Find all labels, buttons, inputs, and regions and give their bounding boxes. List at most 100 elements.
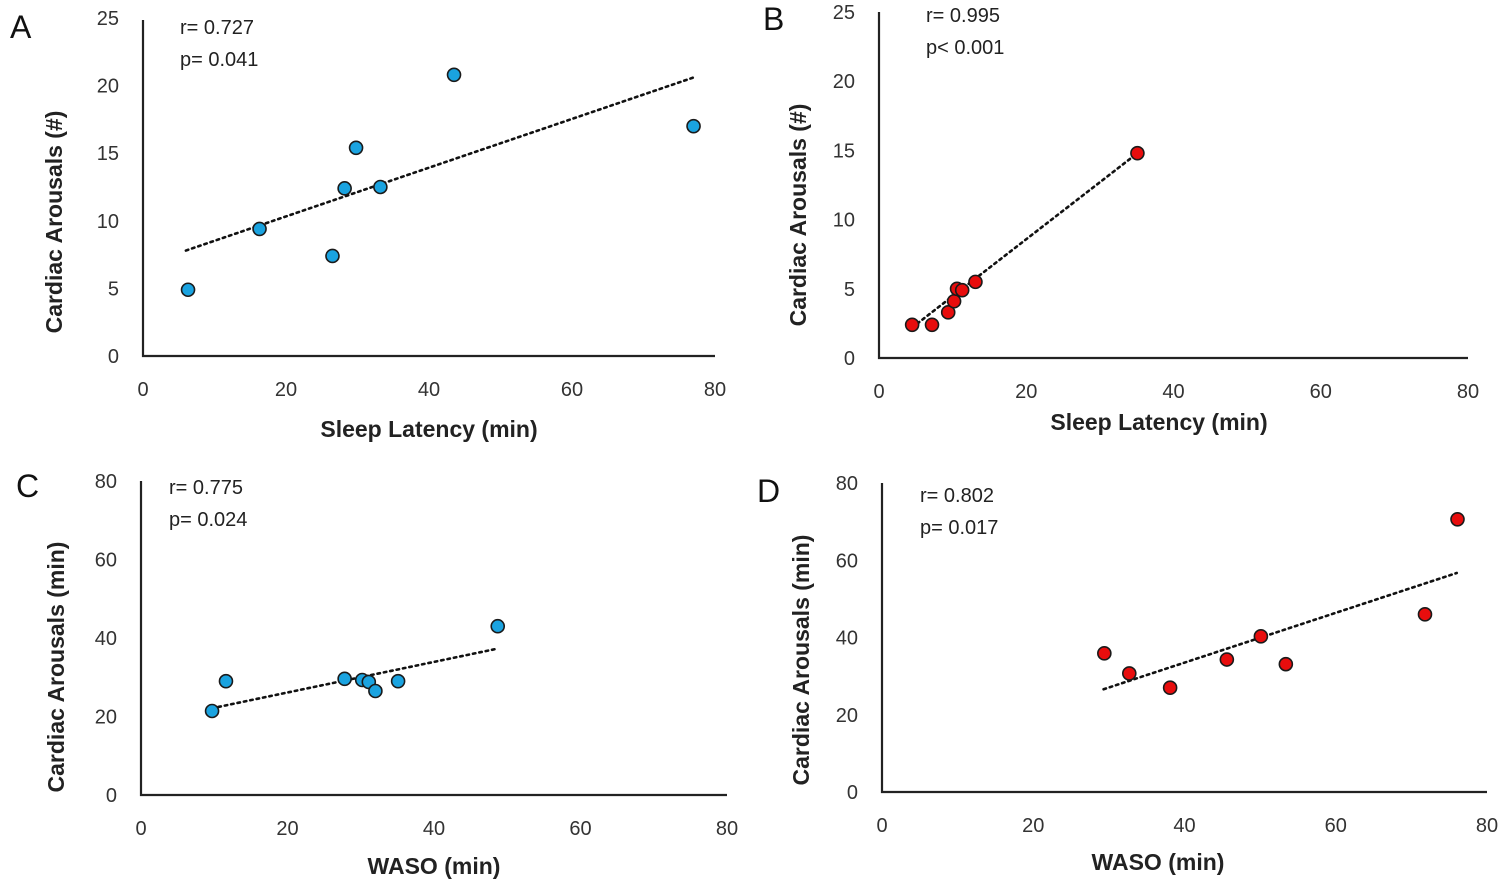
y-tick-label: 15 [97, 143, 119, 165]
y-tick-label: 25 [833, 2, 855, 24]
y-tick-label: 60 [836, 550, 858, 572]
data-point [1121, 666, 1137, 681]
data-point [924, 317, 940, 333]
y-axis-label: Cardiac Arousals (#) [785, 104, 811, 327]
y-tick-label: 5 [108, 278, 119, 300]
trendline [184, 76, 695, 252]
y-tick-label: 80 [95, 471, 117, 493]
panel-letter: A [10, 9, 32, 45]
data-point [325, 248, 340, 264]
x-tick-label: 0 [137, 379, 148, 401]
r-value-annotation: r= 0.727 [180, 17, 254, 39]
data-point [1162, 680, 1178, 696]
data-point [940, 305, 956, 320]
data-point [1253, 629, 1269, 644]
x-tick-label: 80 [1476, 815, 1498, 837]
x-tick-label: 0 [876, 815, 887, 837]
panel-letter: C [16, 468, 39, 504]
y-axis-label: Cardiac Arousals (min) [788, 535, 814, 786]
data-point [390, 673, 406, 689]
x-tick-label: 60 [1325, 815, 1347, 837]
y-tick-label: 0 [106, 785, 117, 807]
data-point [1097, 646, 1112, 661]
y-tick-label: 80 [836, 473, 858, 495]
r-value-annotation: r= 0.995 [926, 5, 1000, 27]
x-tick-label: 80 [1457, 381, 1479, 403]
data-point [373, 179, 388, 195]
x-axis-label: WASO (min) [1092, 849, 1225, 875]
y-tick-label: 20 [833, 71, 855, 93]
y-tick-label: 0 [847, 782, 858, 804]
data-point [337, 671, 352, 687]
data-point [204, 703, 220, 719]
x-tick-label: 60 [569, 818, 591, 840]
x-tick-label: 40 [418, 379, 440, 401]
data-point [904, 317, 920, 333]
data-point [1278, 656, 1294, 672]
x-tick-label: 20 [1022, 815, 1044, 837]
panel-letter: B [763, 1, 784, 37]
y-tick-label: 0 [108, 346, 119, 368]
x-axis-label: WASO (min) [368, 853, 501, 879]
data-point [180, 282, 196, 298]
x-tick-label: 0 [873, 381, 884, 403]
y-tick-label: 25 [97, 8, 119, 30]
data-point [954, 282, 970, 298]
panel-c: C 0 20 40 60 80 0 20 40 60 80 WASO (min) Cardiac Aro… [16, 468, 738, 879]
data-point [368, 683, 383, 699]
axes [141, 20, 715, 358]
r-value-annotation: r= 0.802 [920, 485, 994, 507]
x-axis-label: Sleep Latency (min) [320, 416, 537, 442]
y-tick-label: 40 [836, 628, 858, 650]
y-tick-label: 40 [95, 628, 117, 650]
data-point [968, 274, 983, 290]
panel-d: D 0 20 40 60 80 0 20 40 60 80 WASO (min) Cardiac Aro… [757, 473, 1498, 875]
p-value-annotation: p= 0.017 [920, 517, 998, 539]
y-tick-label: 10 [833, 210, 855, 232]
x-tick-label: 80 [704, 379, 726, 401]
y-tick-label: 20 [97, 76, 119, 98]
panel-a: A 0 5 10 15 20 25 0 20 40 60 80 Sleep Latency (min) C… [10, 8, 726, 442]
axes [139, 481, 727, 797]
x-axis-label: Sleep Latency (min) [1050, 409, 1267, 435]
p-value-annotation: p= 0.024 [169, 509, 247, 531]
y-axis-label: Cardiac Arousals (#) [41, 111, 67, 334]
y-tick-label: 20 [95, 707, 117, 729]
axes [877, 12, 1468, 360]
x-tick-label: 80 [716, 818, 738, 840]
data-point [252, 221, 267, 237]
trendline [210, 647, 500, 710]
y-tick-label: 20 [836, 705, 858, 727]
y-tick-label: 60 [95, 550, 117, 572]
data-point [1219, 652, 1235, 667]
panel-letter: D [757, 473, 780, 509]
x-tick-label: 20 [275, 379, 297, 401]
x-tick-label: 40 [423, 818, 445, 840]
x-tick-label: 20 [1015, 381, 1037, 403]
data-point [946, 293, 962, 309]
trendline [910, 151, 1139, 329]
data-point [348, 140, 364, 156]
p-value-annotation: p< 0.001 [926, 37, 1004, 59]
y-tick-label: 10 [97, 211, 119, 233]
x-tick-label: 40 [1173, 815, 1195, 837]
data-point [337, 181, 352, 196]
y-tick-label: 15 [833, 140, 855, 162]
r-value-annotation: r= 0.775 [169, 477, 243, 499]
x-tick-label: 60 [1310, 381, 1332, 403]
x-tick-label: 60 [561, 379, 583, 401]
data-point [1450, 512, 1465, 527]
x-tick-label: 40 [1162, 381, 1184, 403]
trendline [1102, 571, 1459, 691]
panel-b: B 0 5 10 15 20 25 0 20 40 60 80 Sleep Latency (min) C… [763, 1, 1479, 435]
p-value-annotation: p= 0.041 [180, 49, 258, 71]
data-point [218, 673, 234, 689]
data-point [446, 67, 462, 83]
data-point [1417, 607, 1433, 622]
x-tick-label: 0 [135, 818, 146, 840]
x-tick-label: 20 [276, 818, 298, 840]
y-axis-label: Cardiac Arousals (min) [43, 542, 69, 793]
data-point [686, 118, 701, 134]
axes [880, 483, 1487, 794]
